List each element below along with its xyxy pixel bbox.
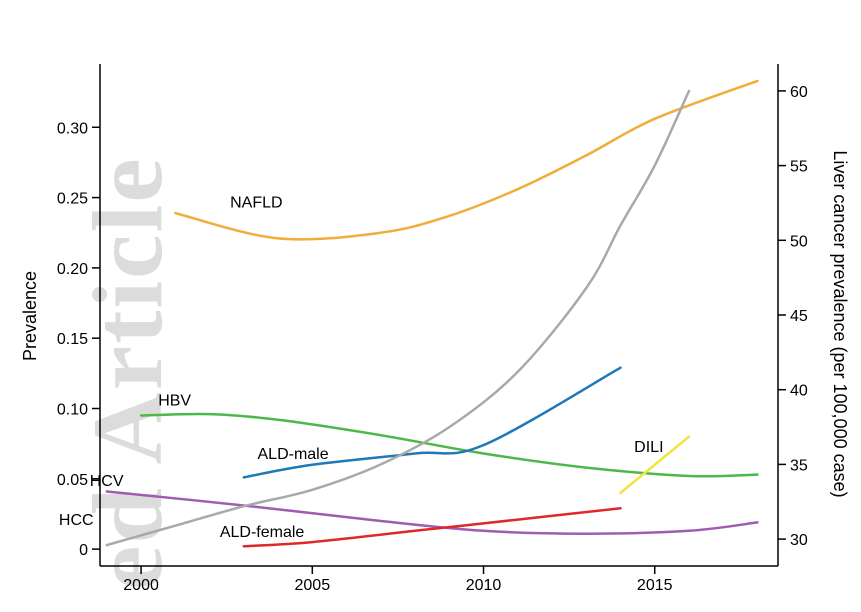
y2-tick-label: 50 [790,233,808,250]
series-line-ald-male [242,366,622,479]
y2-tick-label: 40 [790,383,808,400]
y2-tick-label: 35 [790,457,808,474]
y2-tick-label: 45 [790,308,808,325]
y-tick-label: 0.10 [57,402,88,419]
series-line-ald-female [242,507,622,548]
y-tick-label: 0.30 [57,120,88,137]
series-line-hcc [105,89,691,547]
y-tick-label: 0 [79,542,88,559]
series-label-hcv: HCV [90,473,124,490]
y-axis-label: Prevalence [20,271,40,361]
y2-tick-label: 30 [790,532,808,549]
x-tick-label: 2010 [466,577,502,594]
y2-axis-label: Liver cancer prevalence (per 100,000 cas… [830,150,850,497]
y2-tick-label: 60 [790,84,808,101]
series-label-nafld: NAFLD [230,194,282,211]
y-tick-label: 0.20 [57,261,88,278]
series-line-nafld [174,79,759,241]
labels: NAFLD HBV HCV ALD-male ALD-female DILI HCC [59,194,664,541]
axes [99,64,779,567]
series-label-hcc: HCC [59,512,94,529]
series-label-dili: DILI [634,439,663,456]
series-label-ald-female: ALD-female [220,524,305,541]
series-line-hbv [139,412,759,478]
y-tick-label: 0.25 [57,191,88,208]
y2-tick-label: 55 [790,159,808,176]
ticks: 2000 2005 2010 2015 0 0.05 0.10 0.15 0.20 0.25 0.3… [57,84,808,594]
series-label-ald-male: ALD-male [258,446,329,463]
x-tick-label: 2000 [123,577,159,594]
series-line-hcv [105,490,759,535]
series-label-hbv: HBV [158,393,191,410]
x-tick-label: 2005 [295,577,331,594]
x-tick-label: 2015 [637,577,673,594]
y-tick-label: 0.05 [57,472,88,489]
series [105,79,759,548]
series-line-dili [619,435,691,495]
y-tick-label: 0.15 [57,331,88,348]
